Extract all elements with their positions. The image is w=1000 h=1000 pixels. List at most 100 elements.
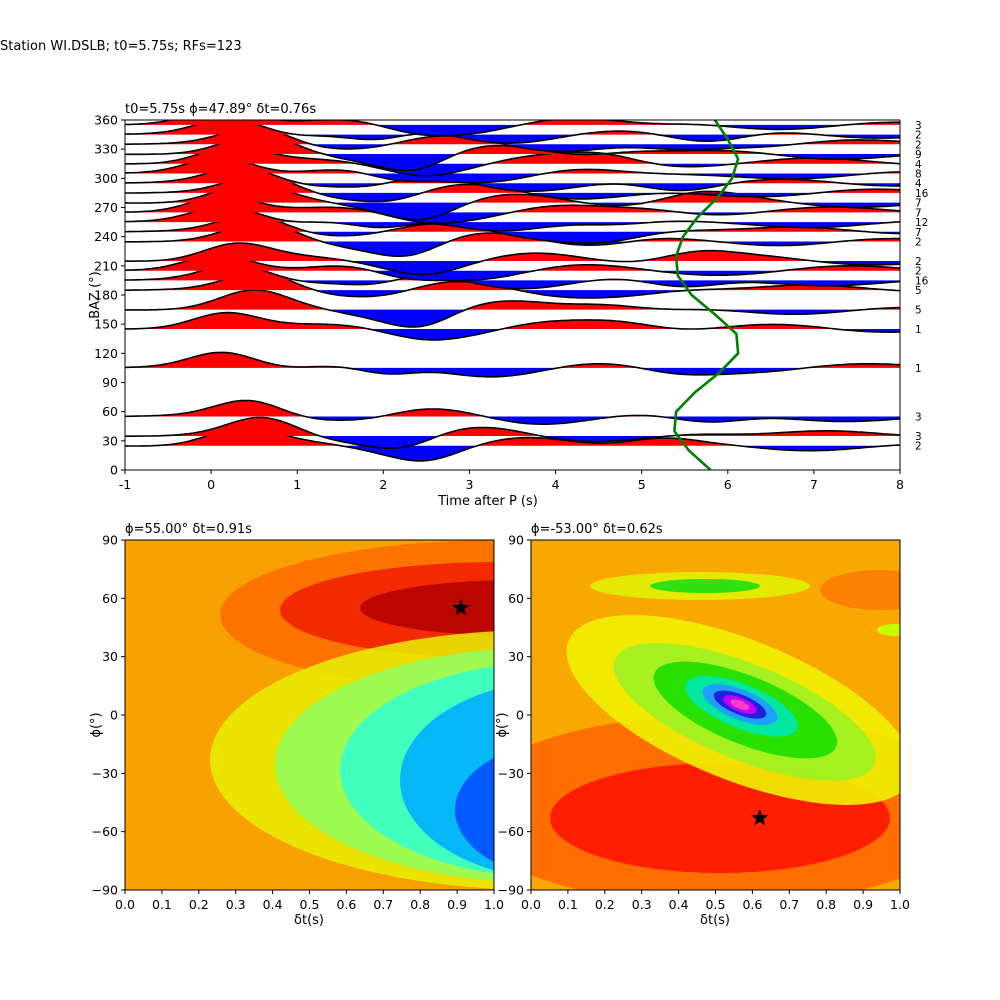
right-map-x-tick-label: 0.3 [632, 897, 652, 912]
rf-y-tick-label: 0 [110, 463, 118, 478]
rf-positive-fill [125, 206, 900, 223]
rf-x-tick-label: 4 [552, 477, 560, 492]
left-map-y-tick-label: 30 [102, 649, 118, 664]
rf-positive-fill [125, 290, 900, 310]
rf-negative-fill [125, 222, 900, 231]
rf-negative-fill [125, 202, 900, 220]
rf-positive-fill [125, 312, 900, 330]
rf-bin-count: 5 [915, 285, 922, 297]
left-map-x-label: δt(s) [294, 913, 324, 928]
rf-x-tick-label: -1 [119, 477, 131, 492]
rf-x-tick-label: 0 [207, 477, 215, 492]
left-map-x-tick-label: 0.0 [115, 897, 135, 912]
rf-bin-count: 8 [915, 168, 922, 180]
rf-positive-fill [125, 120, 900, 135]
rf-bin-count: 1 [915, 363, 922, 375]
t0-moveout-curve [673, 120, 740, 470]
rf-panel: t0=5.75s ϕ=47.89° δt=0.76s -1 0 1 2 3 4 5 6 7 8 0… [88, 102, 929, 509]
left-map-best-fit-star [451, 598, 470, 616]
right-map-y-tick-label: 30 [508, 649, 524, 664]
right-map-y-tick-label: −60 [498, 824, 524, 839]
left-map-x-tick-label: 0.7 [373, 897, 393, 912]
rf-y-tick-label: 270 [94, 200, 118, 215]
left-map-x-axis: 0.0 0.1 0.2 0.3 0.4 0.5 0.6 0.7 0.8 0.9 1.0 [115, 890, 504, 912]
rf-bin-count: 4 [915, 178, 922, 190]
rf-bin-count: 2 [915, 139, 922, 151]
rf-positive-fill [125, 427, 900, 446]
right-map-title: ϕ=-53.00° δt=0.62s [531, 522, 663, 537]
rf-trace [125, 399, 900, 425]
rf-positive-fill [125, 134, 900, 155]
rf-positive-fill [125, 243, 900, 261]
rf-bin-count: 7 [915, 207, 922, 219]
rf-negative-fill [125, 144, 900, 152]
right-map-x-tick-label: 0.0 [521, 897, 541, 912]
left-map-x-tick-label: 0.8 [410, 897, 430, 912]
rf-trace [125, 157, 900, 184]
rf-x-tick-label: 7 [810, 477, 818, 492]
rf-x-tick-label: 2 [379, 477, 387, 492]
t0-curve-layer [673, 120, 740, 470]
rf-positive-fill [125, 158, 900, 174]
rf-negative-fill [125, 231, 900, 243]
right-map-y-tick-label: −90 [498, 883, 524, 898]
rf-bin-count: 2 [915, 266, 922, 278]
rf-y-label: BAZ (°) [88, 271, 103, 319]
left-map-x-tick-label: 0.4 [263, 897, 283, 912]
rf-x-axis: -1 0 1 2 3 4 5 6 7 8 [119, 470, 904, 492]
rf-trace [125, 351, 900, 378]
rf-positive-fill [125, 196, 900, 213]
rf-positive-fill [125, 264, 900, 281]
right-map-x-tick-label: 0.5 [706, 897, 726, 912]
rf-trace [125, 416, 900, 449]
rf-y-axis: 0 30 60 90 120 150 180 210 240 270 300 330 360 [94, 113, 125, 478]
rf-bin-count: 16 [915, 275, 929, 287]
rf-negative-fill [125, 154, 900, 171]
rf-bin-count: 9 [915, 149, 922, 161]
rf-x-tick-label: 3 [465, 477, 473, 492]
left-map-y-tick-label: −60 [92, 824, 118, 839]
rf-bin-count: 5 [915, 305, 922, 317]
energy-map-right: ϕ=-53.00° δt=0.62s 0.0 0.1 0.2 0.3 0.4 0.5 0.6… [495, 522, 910, 928]
right-map-y-tick-label: 60 [508, 591, 524, 606]
left-map-x-tick-label: 0.2 [189, 897, 209, 912]
right-map-x-label: δt(s) [700, 913, 730, 928]
rf-negative-fill [125, 445, 900, 461]
left-map-x-tick-label: 1.0 [484, 897, 504, 912]
right-map-y-label: ϕ(°) [495, 712, 510, 737]
right-map-x-tick-label: 0.8 [816, 897, 836, 912]
left-map-x-tick-label: 0.3 [226, 897, 246, 912]
rf-positive-fill [125, 215, 900, 232]
left-map-y-label: ϕ(°) [89, 712, 104, 737]
rf-x-tick-label: 5 [638, 477, 646, 492]
figure-suptitle: Station WI.DSLB; t0=5.75s; RFs=123 [0, 39, 242, 54]
right-map-x-tick-label: 0.1 [558, 897, 578, 912]
rf-bin-count: 2 [915, 256, 922, 268]
rf-y-tick-label: 240 [94, 229, 118, 244]
left-map-x-tick-label: 0.1 [152, 897, 172, 912]
energy-map-left: ϕ=55.00° δt=0.91s 0.0 0.1 0.2 0.3 0.4 0.5 0.6 0… [89, 522, 504, 928]
right-map-y-tick-label: −30 [498, 766, 524, 781]
rf-trace [125, 120, 900, 137]
rf-bin-count: 16 [915, 188, 929, 200]
rf-x-tick-label: 6 [724, 477, 732, 492]
rf-negative-fill [125, 173, 900, 183]
right-map-x-tick-label: 0.4 [669, 897, 689, 912]
rf-y-tick-label: 60 [102, 404, 118, 419]
left-map-y-axis: −90 −60 −30 0 30 60 90 [92, 533, 125, 898]
rf-y-tick-label: 30 [102, 433, 118, 448]
rf-bin-count: 2 [915, 237, 922, 249]
rf-y-tick-label: 90 [102, 375, 118, 390]
rf-x-tick-label: 8 [896, 477, 904, 492]
rf-x-label: Time after P (s) [437, 494, 538, 509]
right-map-x-tick-label: 0.2 [595, 897, 615, 912]
rf-bin-count: 7 [915, 227, 922, 239]
rf-negative-fill [125, 309, 900, 327]
rf-positive-fill [125, 222, 900, 242]
left-map-y-tick-label: −30 [92, 766, 118, 781]
left-map-y-tick-label: −90 [92, 883, 118, 898]
rf-trace [125, 242, 900, 276]
rf-y-tick-label: 150 [94, 317, 118, 332]
rf-bin-count: 1 [915, 324, 922, 336]
